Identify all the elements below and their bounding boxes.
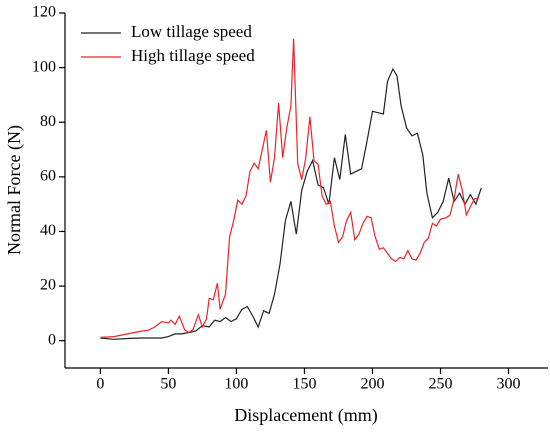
legend-label: High tillage speed	[131, 46, 255, 65]
data-line	[100, 38, 479, 338]
y-tick-label: 60	[40, 168, 56, 185]
x-tick-label: 100	[224, 376, 248, 393]
data-line	[100, 67, 482, 340]
x-tick-label: 200	[360, 376, 384, 393]
x-axis-label: Displacement (mm)	[234, 405, 377, 426]
y-tick-label: 100	[32, 58, 56, 75]
y-tick-label: 20	[40, 277, 56, 294]
x-tick-label: 150	[292, 376, 316, 393]
y-tick-label: 120	[32, 4, 56, 21]
y-tick-label: 80	[40, 113, 56, 130]
x-tick-label: 250	[429, 376, 453, 393]
y-tick-label: 0	[48, 331, 56, 348]
x-tick-label: 50	[160, 376, 176, 393]
y-tick-label: 40	[40, 222, 56, 239]
x-tick-label: 0	[96, 376, 104, 393]
legend-label: Low tillage speed	[131, 22, 252, 41]
y-axis-label: Normal Force (N)	[4, 125, 25, 255]
x-tick-label: 300	[497, 376, 521, 393]
